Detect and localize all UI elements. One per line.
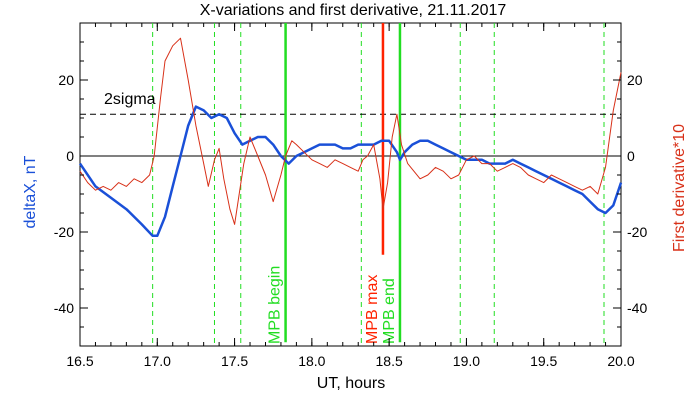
reference-line-layer	[80, 113, 621, 157]
x-tick-label: 16.5	[66, 353, 93, 369]
y-axis-label-right: First derivative*10	[671, 124, 688, 252]
chart-title: X-variations and first derivative, 21.11…	[200, 2, 507, 19]
x-axis-label: UT, hours	[317, 375, 385, 392]
y-tick-label-left: -40	[54, 300, 74, 316]
y-tick-label-right: 20	[627, 72, 643, 88]
series-line-deltaX	[78, 105, 623, 238]
y-tick-label-right: 0	[627, 148, 635, 164]
x-tick-label: 20.0	[607, 353, 634, 369]
y-tick-label-left: 0	[66, 148, 74, 164]
y-tick-label-right: -20	[627, 224, 647, 240]
event-label-mpb-begin: MPB begin	[267, 266, 284, 344]
x-tick-label: 18.5	[376, 353, 403, 369]
y-axis-label-left: deltaX, nT	[22, 155, 39, 228]
x-tick-label: 18.0	[298, 353, 325, 369]
y-tick-label-left: 20	[58, 72, 74, 88]
event-label-mpb-max: MPB max	[364, 275, 381, 344]
sigma-label: 2sigma	[104, 91, 156, 108]
plot-frame	[79, 22, 622, 347]
y-tick-label-left: -20	[54, 224, 74, 240]
event-marker-layer: MPB begin MPB max MPB end	[267, 23, 402, 344]
axis-tick-layer: 16.5 17.0 17.5 18.0 18.5 19.0 19.5 20.0 -40 -40 -2…	[54, 22, 647, 369]
x-tick-label: 17.5	[221, 353, 248, 369]
x-tick-label: 19.0	[453, 353, 480, 369]
series-line-derivative	[79, 37, 622, 225]
y-tick-label-right: -40	[627, 300, 647, 316]
x-tick-label: 19.5	[530, 353, 557, 369]
event-label-mpb-end: MPB end	[381, 278, 398, 344]
x-tick-label: 17.0	[144, 353, 171, 369]
series-layer	[78, 37, 623, 238]
